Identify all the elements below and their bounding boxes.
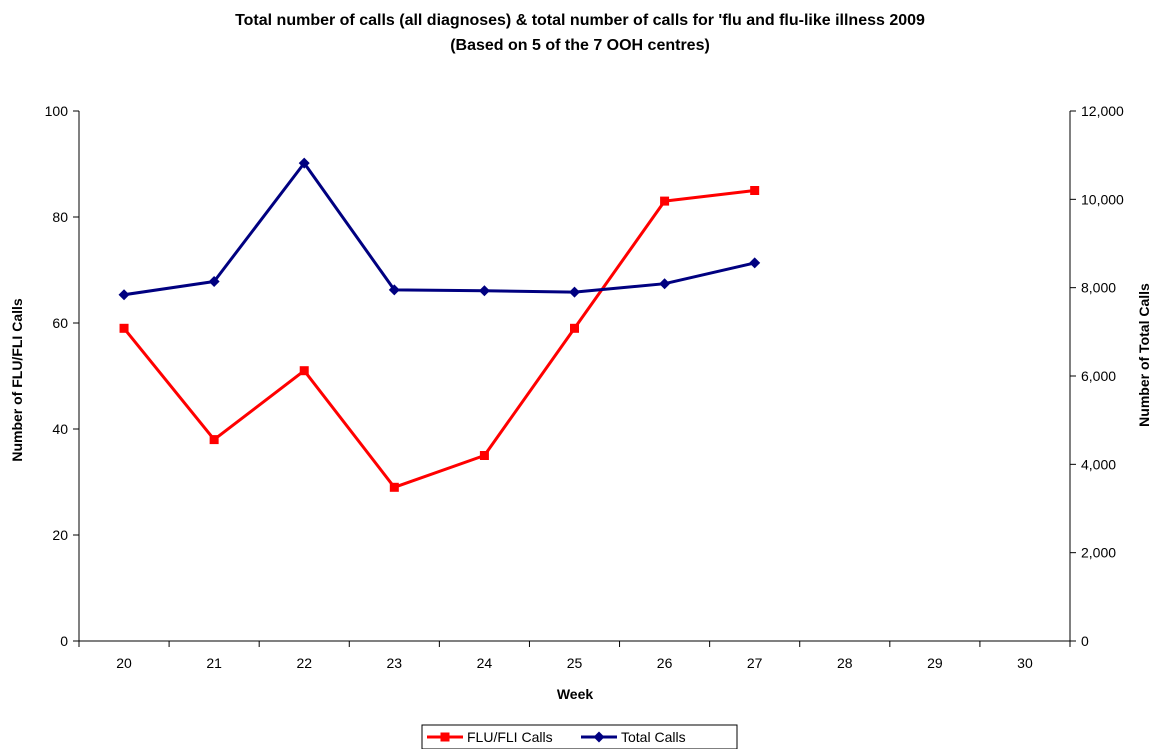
y-left-tick-label: 0 xyxy=(60,633,68,649)
series-flu-fli-calls xyxy=(119,186,760,492)
x-tick-label: 27 xyxy=(747,655,763,671)
chart-title-line1: Total number of calls (all diagnoses) & … xyxy=(235,12,925,29)
y-right-tick-label: 2,000 xyxy=(1081,545,1116,561)
data-point xyxy=(299,366,309,376)
data-point xyxy=(388,284,400,296)
x-tick-label: 30 xyxy=(1017,655,1033,671)
y-right-tick-label: 0 xyxy=(1081,633,1089,649)
data-point xyxy=(750,186,760,195)
data-point xyxy=(569,286,580,298)
data-point xyxy=(570,323,579,333)
y-right-tick-label: 8,000 xyxy=(1081,280,1116,296)
series-layer xyxy=(118,157,761,492)
legend: FLU/FLI Calls Total Calls xyxy=(421,724,738,749)
data-point xyxy=(389,482,399,492)
x-tick-label: 20 xyxy=(116,655,132,671)
x-tick-label: 23 xyxy=(387,655,403,671)
x-tick-label: 24 xyxy=(477,655,493,671)
y-axis-right-title: Number of Total Calls xyxy=(1136,283,1152,427)
data-point xyxy=(659,278,671,290)
y-left-tick-label: 40 xyxy=(52,421,68,437)
series-line xyxy=(122,189,755,489)
y-left-tick-label: 100 xyxy=(45,103,69,119)
series-line xyxy=(123,161,756,297)
y-left-tick-label: 20 xyxy=(52,527,68,543)
data-point xyxy=(479,451,489,460)
data-point xyxy=(209,435,219,445)
y-axis-left-title: Number of FLU/FLI Calls xyxy=(9,298,25,462)
chart-title-line2: (Based on 5 of the 7 OOH centres) xyxy=(450,37,710,54)
y-left-tick-label: 80 xyxy=(52,209,68,225)
y-right-tick-label: 12,000 xyxy=(1081,103,1124,119)
data-point xyxy=(749,257,761,269)
series-total-calls xyxy=(118,157,761,301)
y-right-tick-label: 10,000 xyxy=(1081,191,1124,207)
y-right-tick-label: 4,000 xyxy=(1081,456,1116,472)
data-point xyxy=(119,323,129,333)
data-point xyxy=(660,196,670,206)
legend-label: Total Calls xyxy=(621,729,686,745)
x-tick-label: 21 xyxy=(206,655,222,671)
x-tick-label: 22 xyxy=(296,655,312,671)
x-tick-label: 25 xyxy=(567,655,583,671)
data-point xyxy=(208,275,220,287)
x-tick-label: 29 xyxy=(927,655,943,671)
x-axis-title: Week xyxy=(557,686,594,702)
data-point xyxy=(118,289,130,301)
y-right-tick-label: 6,000 xyxy=(1081,368,1116,384)
x-tick-label: 28 xyxy=(837,655,853,671)
x-tick-label: 26 xyxy=(657,655,673,671)
axes-group: 0 20 40 60 80 100 0 2,000 4,000 6,000 8,000 10,000 1… xyxy=(45,103,1124,671)
legend-label: FLU/FLI Calls xyxy=(467,729,553,745)
legend-box xyxy=(421,724,738,749)
data-point xyxy=(298,157,310,169)
data-point xyxy=(478,285,490,297)
y-left-tick-label: 60 xyxy=(52,315,68,331)
legend-swatch-marker xyxy=(440,732,450,742)
legend-swatch-marker xyxy=(593,731,605,743)
